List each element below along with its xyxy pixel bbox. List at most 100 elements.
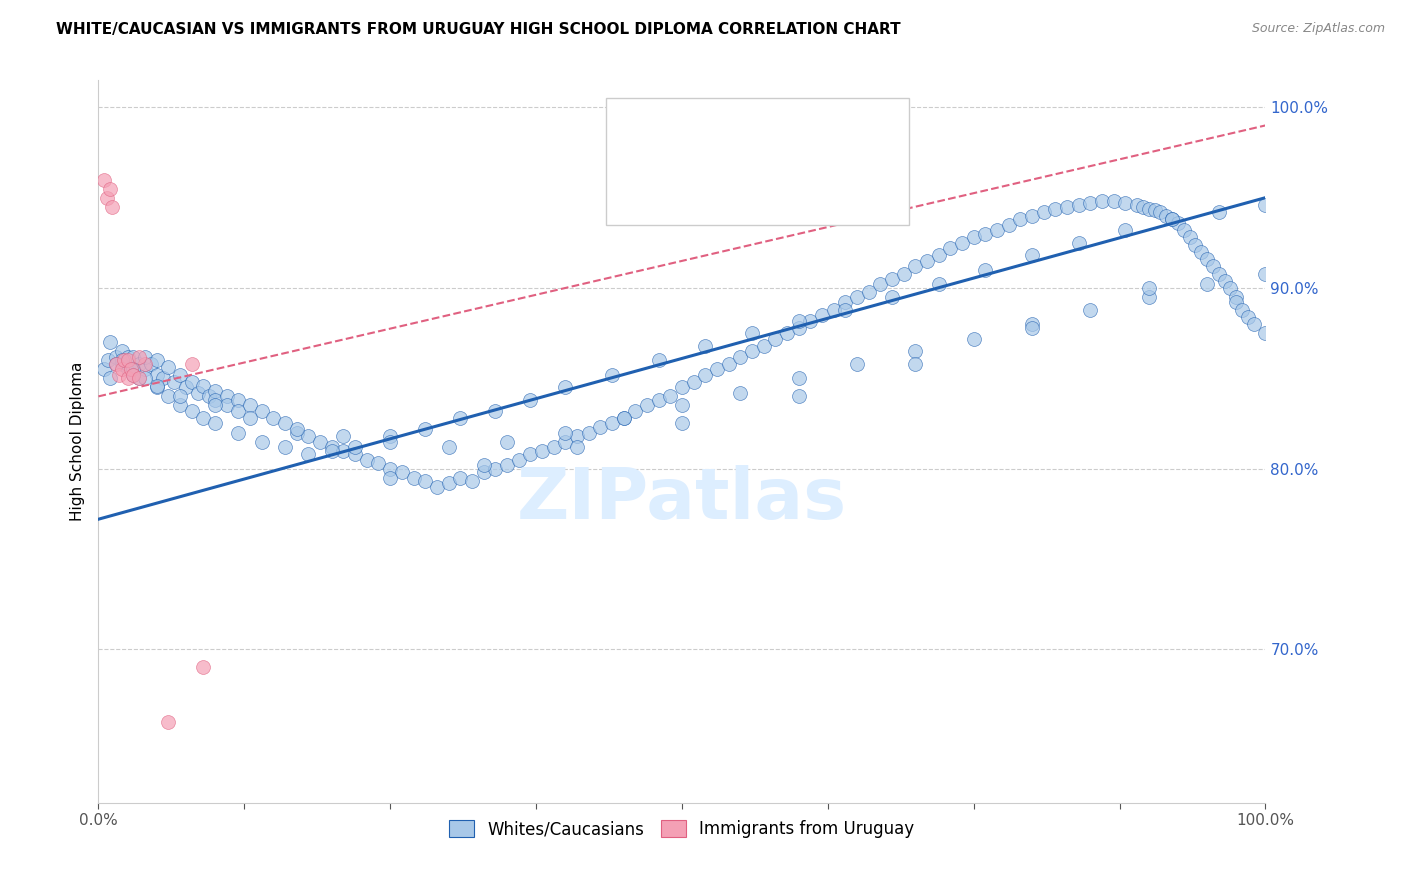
Point — [146, 378, 169, 392]
Point — [741, 344, 763, 359]
Point — [671, 380, 693, 394]
Point — [1032, 205, 1054, 219]
Point — [472, 465, 495, 479]
Point — [1137, 290, 1160, 304]
Point — [128, 371, 150, 385]
Point — [285, 425, 308, 440]
Point — [1161, 212, 1184, 227]
Point — [250, 434, 273, 449]
Point — [647, 353, 669, 368]
Point — [1202, 260, 1225, 274]
Point — [787, 371, 810, 385]
Point — [157, 714, 180, 729]
Point — [413, 422, 436, 436]
Point — [380, 461, 402, 475]
Point — [96, 191, 118, 205]
Point — [274, 417, 297, 431]
Point — [1114, 196, 1136, 211]
Point — [198, 389, 221, 403]
Point — [554, 380, 576, 394]
Text: WHITE/CAUCASIAN VS IMMIGRANTS FROM URUGUAY HIGH SCHOOL DIPLOMA CORRELATION CHART: WHITE/CAUCASIAN VS IMMIGRANTS FROM URUGU… — [56, 22, 901, 37]
Point — [1114, 223, 1136, 237]
Point — [543, 440, 565, 454]
Point — [461, 475, 484, 489]
Point — [893, 267, 915, 281]
Point — [554, 434, 576, 449]
Point — [730, 350, 752, 364]
Point — [1213, 274, 1236, 288]
Point — [484, 461, 506, 475]
Point — [1137, 281, 1160, 295]
Legend: Whites/Caucasians, Immigrants from Uruguay: Whites/Caucasians, Immigrants from Urugu… — [443, 814, 921, 845]
Point — [1195, 277, 1218, 292]
Point — [752, 339, 775, 353]
Point — [613, 411, 636, 425]
Point — [846, 357, 869, 371]
Point — [706, 362, 728, 376]
Point — [228, 392, 250, 407]
Point — [717, 357, 740, 371]
Point — [671, 417, 693, 431]
Point — [1021, 248, 1043, 262]
Point — [1067, 235, 1090, 250]
Point — [624, 404, 647, 418]
Point — [1080, 196, 1102, 211]
Point — [157, 389, 180, 403]
Point — [589, 420, 612, 434]
Point — [98, 335, 121, 350]
Point — [98, 181, 121, 195]
Point — [122, 368, 145, 382]
Point — [157, 360, 180, 375]
Point — [309, 434, 332, 449]
Point — [426, 480, 449, 494]
Point — [647, 392, 669, 407]
Point — [239, 411, 262, 425]
Point — [97, 353, 120, 368]
Point — [193, 660, 215, 674]
Point — [215, 398, 238, 412]
Point — [1091, 194, 1114, 209]
Point — [169, 389, 191, 403]
Point — [228, 425, 250, 440]
Point — [799, 313, 821, 327]
Point — [776, 326, 799, 340]
Point — [239, 398, 262, 412]
Point — [565, 440, 588, 454]
Point — [962, 230, 984, 244]
Point — [600, 368, 623, 382]
Point — [285, 422, 308, 436]
Point — [402, 470, 425, 484]
Point — [1237, 310, 1260, 324]
Point — [682, 375, 704, 389]
Point — [152, 371, 174, 385]
Point — [1021, 209, 1043, 223]
Point — [391, 465, 413, 479]
Point — [1243, 317, 1265, 331]
Point — [695, 368, 717, 382]
Point — [413, 475, 436, 489]
Point — [122, 350, 145, 364]
Point — [187, 385, 209, 400]
Point — [297, 447, 319, 461]
Point — [146, 368, 169, 382]
Point — [117, 353, 139, 368]
Point — [139, 357, 162, 371]
Point — [344, 440, 367, 454]
Point — [1219, 281, 1241, 295]
Point — [163, 375, 186, 389]
Point — [134, 362, 156, 376]
Point — [858, 285, 880, 299]
Point — [128, 357, 150, 371]
Point — [1045, 202, 1067, 216]
Point — [332, 443, 354, 458]
Point — [321, 443, 343, 458]
Point — [1154, 209, 1177, 223]
Point — [1254, 267, 1277, 281]
Point — [578, 425, 600, 440]
Point — [104, 357, 127, 371]
Point — [98, 371, 121, 385]
Point — [1189, 244, 1212, 259]
Point — [174, 380, 197, 394]
Point — [928, 277, 950, 292]
Point — [1195, 252, 1218, 266]
